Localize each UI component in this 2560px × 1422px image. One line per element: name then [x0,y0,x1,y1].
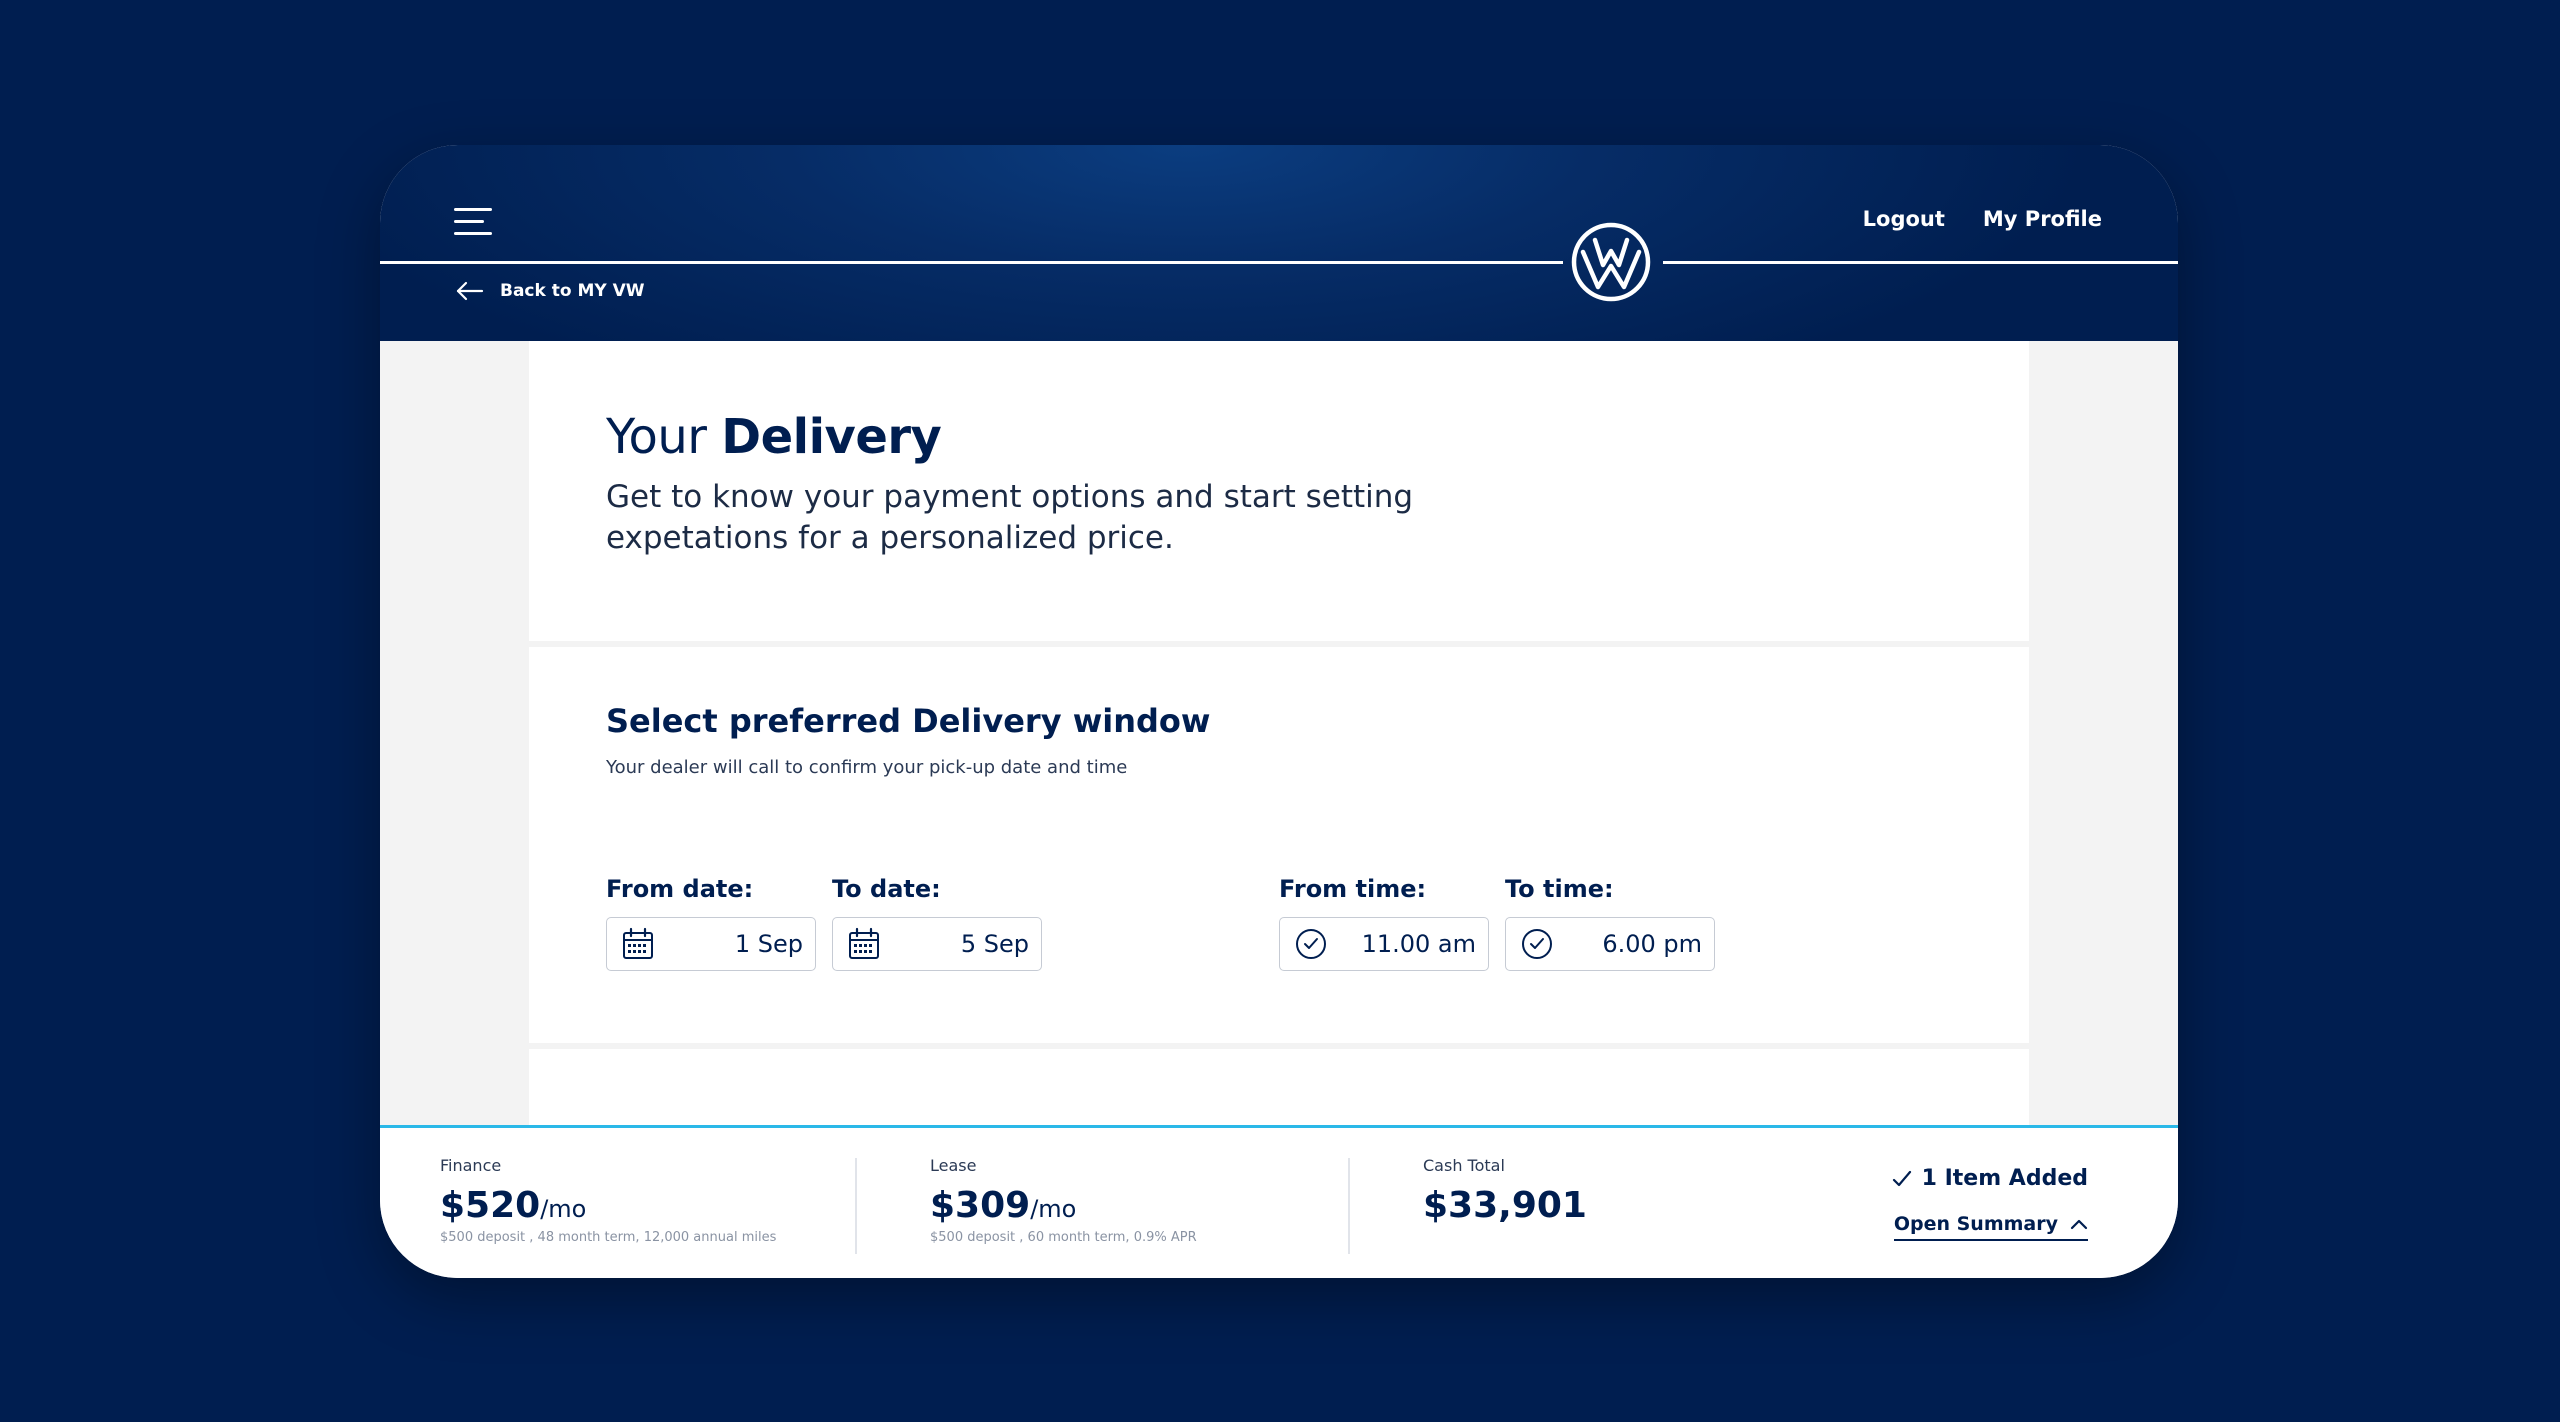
page-title-light: Your [606,409,707,465]
finance-summary: Finance $520/mo $500 deposit , 48 month … [440,1156,776,1245]
to-time-label: To time: [1505,875,1614,903]
finance-per: /mo [540,1195,587,1223]
delivery-section-subtitle: Your dealer will call to confirm your pi… [606,757,1128,778]
lease-amount: $309 [930,1185,1031,1226]
to-time-input[interactable]: 6.00 pm [1505,917,1715,971]
calendar-icon [623,927,653,959]
header-divider-right [1663,261,2178,264]
calendar-icon [849,927,879,959]
delivery-window-card: Select preferred Delivery window Your de… [529,647,2029,1043]
chevron-up-icon [2070,1219,2088,1230]
header-divider-left [380,261,1563,264]
lease-label: Lease [930,1156,977,1175]
items-added-label: 1 Item Added [1921,1166,2088,1191]
hamburger-menu-icon[interactable] [454,208,492,236]
items-added-status: 1 Item Added [1892,1166,2088,1191]
lease-price: $309/mo [930,1185,1197,1226]
to-date-field: To date: 5 Sep [832,875,1042,971]
page-title-bold: Delivery [721,409,942,465]
to-date-value: 5 Sep [960,930,1029,958]
from-time-value: 11.00 am [1361,930,1476,958]
cash-price: $33,901 [1423,1185,1587,1226]
from-time-label: From time: [1279,875,1427,903]
finance-price: $520/mo [440,1185,776,1226]
logout-link[interactable]: Logout [1862,207,1945,231]
to-time-value: 6.00 pm [1602,930,1702,958]
checkmark-icon [1892,1170,1911,1186]
back-link-label: Back to MY VW [500,281,645,301]
price-summary-bar: Finance $520/mo $500 deposit , 48 month … [380,1125,2178,1278]
lease-per: /mo [1030,1195,1077,1223]
from-date-label: From date: [606,875,754,903]
page-title: Your Delivery [606,409,942,465]
from-time-field: From time: 11.00 am [1279,875,1489,971]
from-date-input[interactable]: 1 Sep [606,917,816,971]
intro-card: Your Delivery Get to know your payment o… [529,341,2029,641]
delivery-section-title: Select preferred Delivery window [606,702,1211,740]
cash-summary: Cash Total $33,901 [1423,1156,1587,1226]
lease-note: $500 deposit , 60 month term, 0.9% APR [930,1230,1197,1245]
summary-divider [855,1158,857,1254]
header-nav: Logout My Profile [1863,207,2102,231]
open-summary-button[interactable]: Open Summary [1893,1213,2088,1241]
finance-label: Finance [440,1156,502,1175]
back-to-my-vw-link[interactable]: Back to MY VW [454,280,645,302]
clock-icon [1522,929,1552,959]
summary-divider [1348,1158,1350,1254]
main-content: Your Delivery Get to know your payment o… [529,341,2029,1276]
page-subtitle: Get to know your payment options and sta… [606,479,1414,556]
lease-summary: Lease $309/mo $500 deposit , 60 month te… [930,1156,1197,1245]
open-summary-label: Open Summary [1893,1213,2058,1235]
from-date-value: 1 Sep [734,930,803,958]
to-date-label: To date: [832,875,941,903]
vw-logo[interactable] [1570,221,1652,303]
arrow-left-icon [456,281,484,301]
finance-note: $500 deposit , 48 month term, 12,000 ann… [440,1230,777,1245]
site-header: Logout My Profile Back to MY VW [380,145,2178,341]
clock-icon [1296,929,1326,959]
device-frame: Logout My Profile Back to MY VW Your Del… [380,145,2178,1278]
cash-label: Cash Total [1423,1156,1505,1175]
finance-amount: $520 [440,1185,541,1226]
from-time-input[interactable]: 11.00 am [1279,917,1489,971]
to-time-field: To time: 6.00 pm [1505,875,1715,971]
my-profile-link[interactable]: My Profile [1982,207,2102,231]
to-date-input[interactable]: 5 Sep [832,917,1042,971]
from-date-field: From date: 1 Sep [606,875,816,971]
